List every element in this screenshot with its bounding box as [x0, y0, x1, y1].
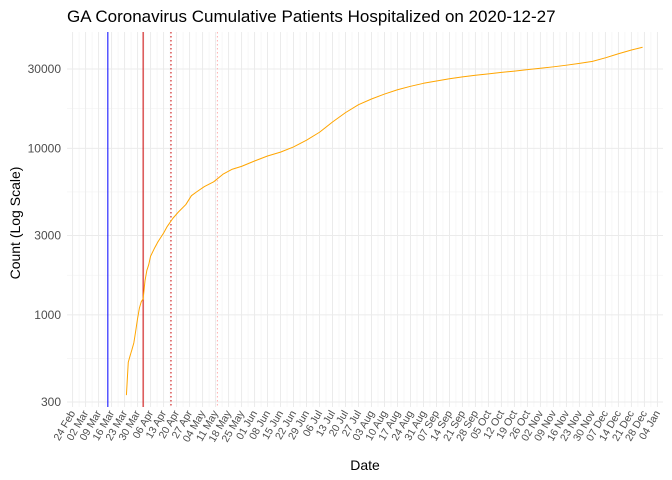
x-axis-title: Date: [350, 457, 380, 473]
series-layer: [125, 46, 643, 396]
y-axis-title: Count (Log Scale): [7, 167, 23, 280]
chart-title: GA Coronavirus Cumulative Patients Hospi…: [67, 7, 556, 26]
y-axis-ticks: 300 1000 3000 10000 30000: [28, 62, 62, 409]
reference-lines: [107, 32, 218, 407]
grid: [67, 32, 663, 407]
y-tick-label: 1000: [34, 308, 61, 322]
y-tick-label: 30000: [28, 62, 62, 76]
y-tick-label: 3000: [34, 228, 61, 242]
y-tick-label: 300: [41, 395, 61, 409]
series-line: [125, 46, 643, 396]
y-tick-label: 10000: [28, 141, 62, 155]
